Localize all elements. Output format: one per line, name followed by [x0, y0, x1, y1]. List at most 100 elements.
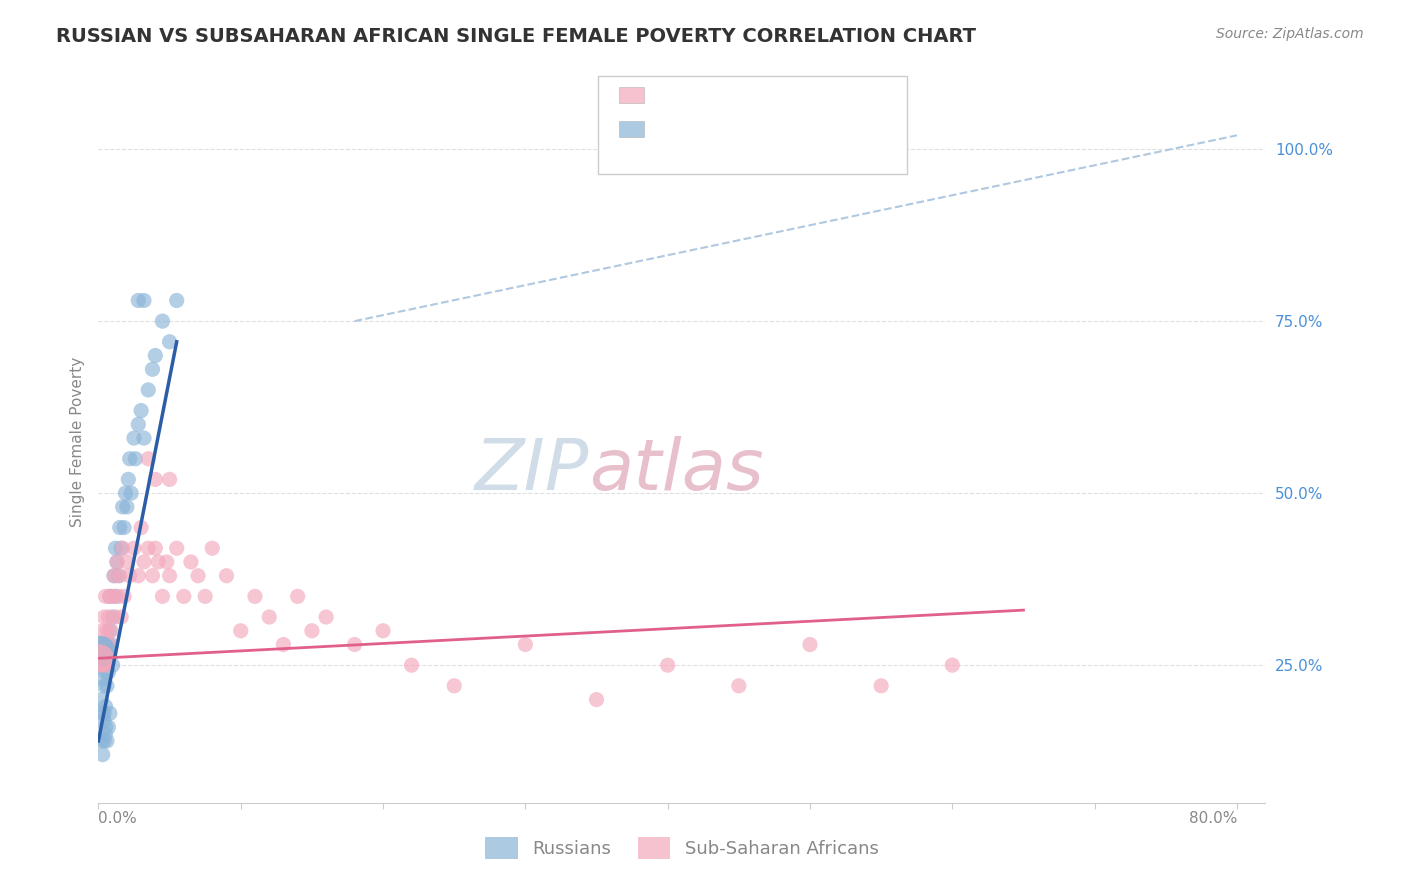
Point — [98, 638, 121, 652]
Point — [115, 500, 138, 514]
Point — [90, 692, 112, 706]
Point — [141, 568, 163, 582]
Y-axis label: Single Female Poverty: Single Female Poverty — [69, 357, 84, 526]
Point — [98, 624, 121, 638]
Point — [91, 706, 114, 721]
Point — [127, 417, 149, 432]
Point — [90, 734, 112, 748]
Point — [93, 679, 115, 693]
Point — [371, 624, 394, 638]
Point — [401, 658, 423, 673]
Point — [129, 403, 152, 417]
Point — [104, 541, 127, 556]
Point — [100, 624, 122, 638]
Point — [94, 590, 117, 604]
Point — [117, 472, 139, 486]
Point — [96, 679, 118, 693]
Point — [89, 644, 111, 658]
Point — [107, 568, 129, 582]
Point — [96, 651, 118, 665]
Point — [287, 590, 309, 604]
Text: Source: ZipAtlas.com: Source: ZipAtlas.com — [1216, 27, 1364, 41]
Point — [194, 590, 217, 604]
Point — [94, 720, 117, 734]
Point — [143, 541, 166, 556]
Point — [89, 644, 111, 658]
Point — [89, 651, 111, 665]
Point — [152, 590, 174, 604]
Point — [273, 638, 295, 652]
Point — [98, 590, 121, 604]
Point — [89, 644, 111, 658]
Point — [89, 651, 111, 665]
Point — [93, 713, 115, 727]
Point — [201, 541, 224, 556]
Point — [159, 568, 181, 582]
Point — [89, 644, 111, 658]
Point — [127, 293, 149, 308]
Point — [89, 644, 111, 658]
Point — [143, 472, 166, 486]
Point — [89, 651, 111, 665]
Point — [229, 624, 252, 638]
Point — [180, 555, 202, 569]
Point — [132, 293, 155, 308]
Point — [159, 472, 181, 486]
Point — [96, 658, 118, 673]
Point — [98, 590, 121, 604]
Legend: Russians, Sub-Saharan Africans: Russians, Sub-Saharan Africans — [478, 830, 886, 866]
Point — [89, 644, 111, 658]
Point — [90, 638, 112, 652]
Point — [215, 568, 238, 582]
Point — [97, 665, 120, 679]
Point — [152, 314, 174, 328]
Point — [96, 624, 118, 638]
Point — [132, 555, 155, 569]
Point — [97, 610, 120, 624]
Point — [105, 555, 128, 569]
Point — [129, 520, 152, 534]
Point — [657, 658, 679, 673]
Text: atlas: atlas — [589, 436, 763, 505]
Point — [343, 638, 366, 652]
Point — [727, 679, 749, 693]
Point — [127, 568, 149, 582]
Point — [112, 590, 135, 604]
Text: R = 0.125   N = 63: R = 0.125 N = 63 — [655, 87, 839, 104]
Text: RUSSIAN VS SUBSAHARAN AFRICAN SINGLE FEMALE POVERTY CORRELATION CHART: RUSSIAN VS SUBSAHARAN AFRICAN SINGLE FEM… — [56, 27, 976, 45]
Point — [118, 568, 141, 582]
Point — [103, 568, 125, 582]
Point — [111, 541, 134, 556]
Point — [136, 451, 159, 466]
Point — [187, 568, 209, 582]
Point — [89, 651, 111, 665]
Point — [136, 541, 159, 556]
Point — [89, 644, 111, 658]
Point — [515, 638, 537, 652]
Point — [108, 520, 131, 534]
Point — [257, 610, 280, 624]
Point — [112, 520, 135, 534]
Point — [91, 672, 114, 686]
Point — [166, 293, 188, 308]
Point — [93, 610, 115, 624]
Point — [94, 638, 117, 652]
Point — [91, 658, 114, 673]
Point — [114, 486, 136, 500]
Point — [94, 665, 117, 679]
Text: 0.0%: 0.0% — [98, 811, 138, 826]
Point — [104, 610, 127, 624]
Text: R = 0.601   N = 52: R = 0.601 N = 52 — [655, 120, 839, 138]
Point — [941, 658, 963, 673]
Point — [93, 706, 115, 721]
Point — [89, 651, 111, 665]
Point — [115, 555, 138, 569]
Point — [111, 500, 134, 514]
Point — [100, 638, 122, 652]
Point — [136, 383, 159, 397]
Point — [870, 679, 893, 693]
Point — [97, 638, 120, 652]
Point — [101, 590, 124, 604]
Point — [104, 590, 127, 604]
Point — [110, 541, 132, 556]
